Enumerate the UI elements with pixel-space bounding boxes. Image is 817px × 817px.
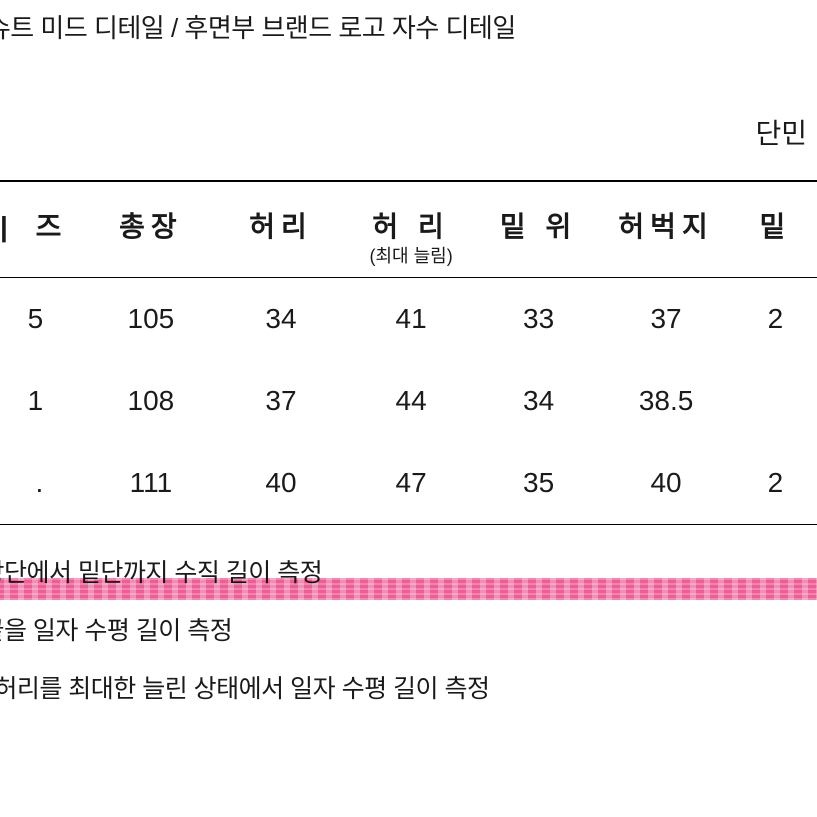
size-table-body: 5 105 34 41 33 37 2 1 108 37 44 34 38.5 xyxy=(0,278,817,524)
th-hem: 밑 xyxy=(734,182,817,277)
table-rule-bottom xyxy=(0,524,817,525)
cell-total: 108 xyxy=(83,360,218,442)
th-total: 총장 xyxy=(83,182,218,277)
table-row: 5 105 34 41 33 37 2 xyxy=(0,278,817,360)
th-thigh: 허벅지 xyxy=(598,182,733,277)
size-table-wrap: | 즈 총장 허리 허 리 (최대 늘림) 밑 위 허벅지 밑 5 105 xyxy=(0,180,817,525)
cell-waist-max: 44 xyxy=(343,360,478,442)
table-row: 1 108 37 44 34 38.5 xyxy=(0,360,817,442)
measurement-notes: 선 최상단에서 밑단까지 수직 길이 측정 허리 끝을 일자 수평 길이 측정 … xyxy=(0,553,817,709)
cell-hem: 2 xyxy=(734,278,817,360)
th-size: | 즈 xyxy=(0,182,83,277)
cell-size: . xyxy=(0,442,83,524)
cell-total: 105 xyxy=(83,278,218,360)
cell-size: 1 xyxy=(0,360,83,442)
cell-waist-max: 41 xyxy=(343,278,478,360)
cell-waist-max: 47 xyxy=(343,442,478,524)
cell-thigh: 37 xyxy=(598,278,733,360)
note-line: 을 때: 허리를 최대한 늘린 상태에서 일자 수평 길이 측정 xyxy=(0,669,817,709)
th-waist-max: 허 리 (최대 늘림) xyxy=(343,182,478,277)
th-waist-max-sub: (최대 늘림) xyxy=(347,246,474,268)
cell-thigh: 38.5 xyxy=(598,360,733,442)
th-rise: 밑 위 xyxy=(479,182,599,277)
page-title: 파라슈트 미드 디테일 / 후면부 브랜드 로고 자수 디테일 xyxy=(0,0,817,45)
cell-hem: 2 xyxy=(734,442,817,524)
cell-hem xyxy=(734,360,817,442)
cell-size: 5 xyxy=(0,278,83,360)
note-line: 허리 끝을 일자 수평 길이 측정 xyxy=(0,611,817,651)
cell-rise: 34 xyxy=(479,360,599,442)
cell-rise: 33 xyxy=(479,278,599,360)
cell-rise: 35 xyxy=(479,442,599,524)
cell-thigh: 40 xyxy=(598,442,733,524)
table-header-row: | 즈 총장 허리 허 리 (최대 늘림) 밑 위 허벅지 밑 xyxy=(0,182,817,277)
highlight-stripe xyxy=(0,578,817,600)
th-waist: 허리 xyxy=(219,182,344,277)
table-row: . 111 40 47 35 40 2 xyxy=(0,442,817,524)
unit-label: 단민 xyxy=(755,112,807,152)
cell-waist: 37 xyxy=(219,360,344,442)
cell-waist: 34 xyxy=(219,278,344,360)
cell-waist: 40 xyxy=(219,442,344,524)
size-table: | 즈 총장 허리 허 리 (최대 늘림) 밑 위 허벅지 밑 xyxy=(0,182,817,277)
cell-total: 111 xyxy=(83,442,218,524)
